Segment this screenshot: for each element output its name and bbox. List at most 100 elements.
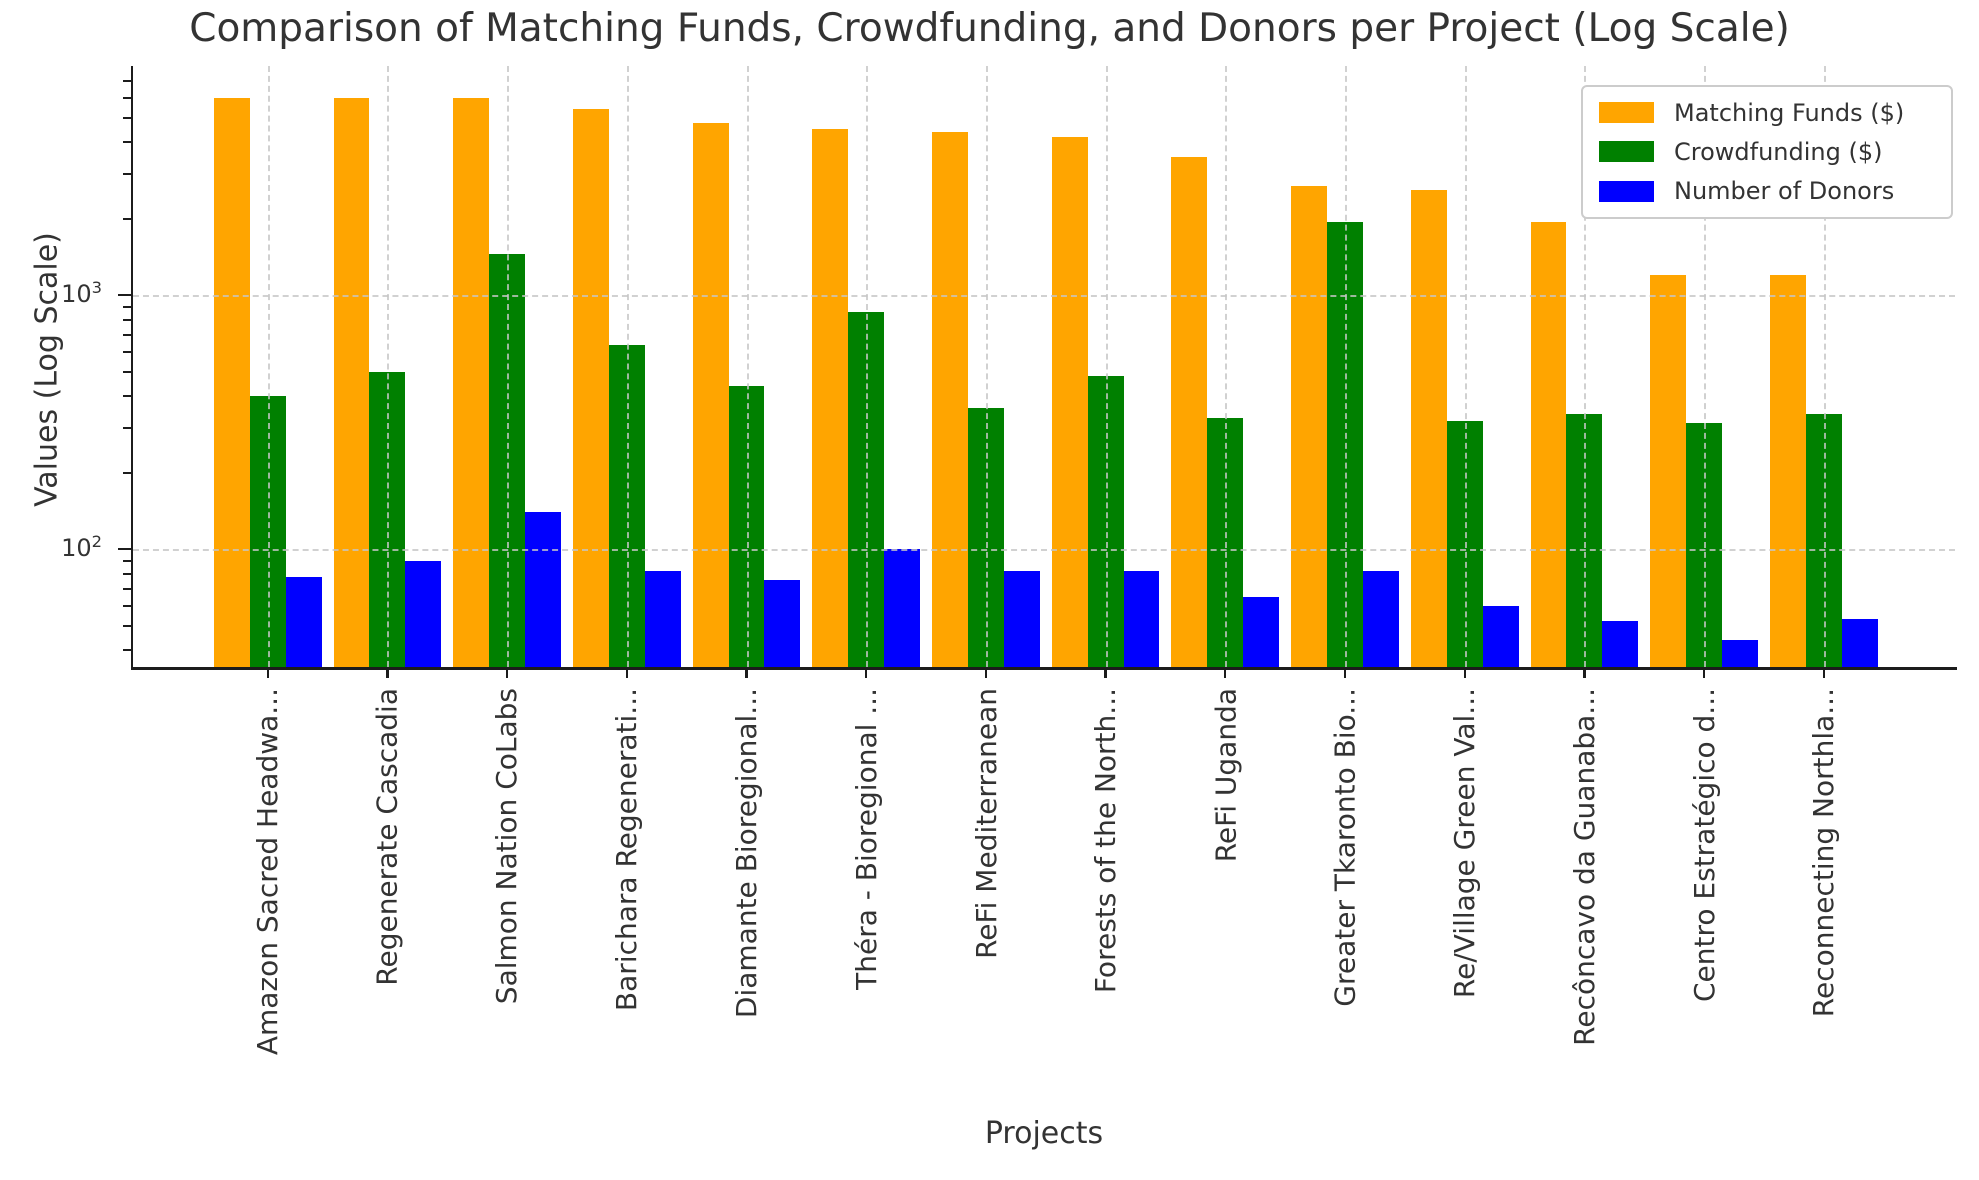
- y-minor-tick: [123, 333, 131, 336]
- x-tick: [625, 669, 628, 678]
- x-tick-label: Diamante Bioregional...: [730, 688, 763, 1019]
- bar-crowdfunding--1: [369, 371, 406, 667]
- bar-number-of-donors-8: [1243, 596, 1280, 667]
- vertical-gridline: [1584, 66, 1587, 667]
- plot-area: 103 102: [61, 66, 1957, 678]
- bar-crowdfunding--4: [728, 385, 765, 667]
- x-tick-label: Regenerate Cascadia: [370, 688, 404, 986]
- y-axis-spine: [131, 66, 134, 669]
- vertical-gridline: [1105, 66, 1108, 667]
- legend-label: Crowdfunding ($): [1674, 137, 1883, 166]
- legend: Matching Funds ($) Crowdfunding ($) Number…: [1581, 85, 1953, 219]
- x-tick: [1104, 669, 1107, 678]
- bar-matching-funds--5: [812, 129, 849, 667]
- y-minor-tick: [123, 573, 131, 575]
- x-tick: [1463, 669, 1466, 678]
- bar-matching-funds--8: [1171, 157, 1208, 667]
- y-tick-label: 103: [61, 278, 102, 309]
- legend-color-patch: [1599, 180, 1654, 202]
- y-major-tick: [118, 294, 131, 297]
- y-minor-tick: [123, 141, 131, 144]
- bar-number-of-donors-9: [1362, 571, 1399, 667]
- bar-matching-funds--4: [692, 123, 729, 667]
- bar-number-of-donors-13: [1841, 619, 1878, 667]
- bar-number-of-donors-12: [1722, 639, 1758, 667]
- bar-crowdfunding--11: [1566, 414, 1603, 667]
- x-tick: [984, 669, 988, 678]
- x-tick: [505, 669, 509, 678]
- y-minor-tick: [123, 587, 131, 590]
- vertical-gridline: [985, 66, 988, 667]
- bar-number-of-donors-3: [644, 571, 681, 667]
- bar-number-of-donors-4: [764, 579, 801, 667]
- vertical-gridline: [1464, 66, 1467, 667]
- x-tick: [1583, 669, 1586, 678]
- legend-label: Number of Donors: [1674, 177, 1895, 206]
- y-minor-tick: [123, 471, 131, 474]
- y-minor-tick: [123, 560, 131, 562]
- x-tick: [386, 669, 389, 678]
- y-axis-label: Values (Log Scale): [29, 232, 65, 507]
- x-tick-label: ReFi Mediterranean: [969, 688, 1003, 959]
- vertical-gridline: [626, 66, 629, 667]
- y-minor-tick: [123, 649, 131, 652]
- bar-matching-funds--13: [1769, 275, 1806, 667]
- bar-crowdfunding--7: [1087, 376, 1124, 667]
- bar-matching-funds--7: [1051, 137, 1088, 667]
- bar-crowdfunding--12: [1686, 422, 1723, 667]
- vertical-gridline: [1704, 66, 1707, 667]
- bar-matching-funds--11: [1530, 221, 1567, 667]
- vertical-gridline: [746, 66, 749, 667]
- bar-number-of-donors-10: [1482, 605, 1519, 667]
- x-axis-label: Projects: [984, 1116, 1104, 1151]
- x-axis-spine: [131, 667, 1957, 670]
- y-minor-tick: [123, 395, 131, 398]
- legend-color-patch: [1599, 102, 1654, 124]
- x-tick-label: Forests of the North...: [1089, 688, 1123, 994]
- x-tick: [745, 669, 748, 678]
- y-minor-tick: [123, 79, 131, 82]
- x-tick-label: Recôncavo da Guanaba...: [1567, 688, 1601, 1046]
- bar-matching-funds--1: [333, 97, 370, 667]
- vertical-gridline: [866, 66, 869, 667]
- bar-number-of-donors-1: [405, 560, 442, 667]
- x-tick-label: Reconnecting Northla...: [1807, 688, 1841, 1018]
- legend-color-patch: [1599, 141, 1654, 163]
- chart-title: Comparison of Matching Funds, Crowdfundi…: [189, 6, 1790, 51]
- vertical-gridline: [1225, 66, 1228, 667]
- legend-row: Crowdfunding ($): [1583, 138, 1951, 166]
- x-tick-label: Re/Village Green Val...: [1448, 688, 1482, 999]
- x-tick-label: Salmon Nation CoLabs: [490, 688, 524, 1005]
- x-tick: [266, 669, 269, 678]
- x-tick: [1343, 669, 1347, 678]
- horizontal-gridline: [133, 295, 1955, 298]
- bar-matching-funds--3: [572, 109, 609, 667]
- y-minor-tick: [123, 370, 131, 373]
- vertical-gridline: [267, 66, 270, 667]
- bar-crowdfunding--13: [1805, 414, 1842, 667]
- x-tick-label: ReFi Uganda: [1208, 688, 1242, 863]
- y-minor-tick: [123, 427, 131, 429]
- bar-number-of-donors-7: [1123, 571, 1160, 667]
- y-minor-tick: [123, 173, 131, 175]
- x-tick-label: Centro Estratégico d...: [1687, 688, 1721, 1003]
- bar-number-of-donors-6: [1003, 571, 1040, 667]
- y-minor-tick: [123, 116, 131, 119]
- y-major-tick: [118, 548, 131, 551]
- bar-number-of-donors-11: [1602, 621, 1639, 667]
- vertical-gridline: [1823, 66, 1826, 667]
- x-tick-label: Greater Tkaronto Bio...: [1328, 688, 1362, 1007]
- y-minor-tick: [123, 306, 131, 308]
- x-tick: [1224, 669, 1227, 678]
- legend-row: Matching Funds ($): [1583, 99, 1951, 127]
- y-minor-tick: [123, 319, 131, 321]
- x-tick: [1702, 669, 1706, 678]
- vertical-gridline: [507, 66, 510, 667]
- x-tick: [1822, 669, 1825, 678]
- bar-matching-funds--0: [213, 97, 250, 667]
- bar-crowdfunding--3: [608, 344, 645, 667]
- y-minor-tick: [123, 624, 131, 627]
- x-tick: [865, 669, 868, 678]
- bar-matching-funds--6: [932, 131, 968, 667]
